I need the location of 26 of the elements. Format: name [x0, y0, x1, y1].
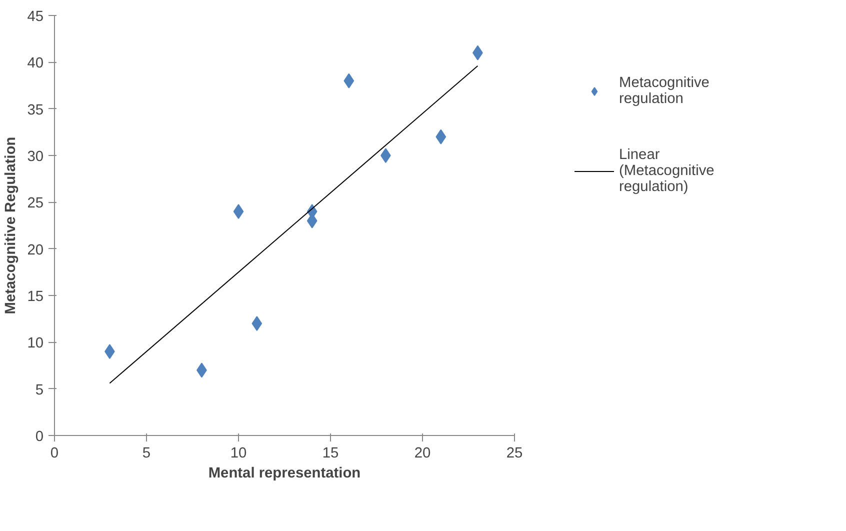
y-tick-label: 5	[35, 382, 44, 398]
legend-label: Metacognitive regulation	[619, 75, 710, 107]
point	[252, 316, 262, 331]
y-tick-label: 15	[27, 289, 44, 305]
x-axis-title: Mental representation	[208, 466, 361, 482]
y-tick-label: 0	[35, 429, 44, 445]
x-tick-label: 25	[506, 446, 523, 462]
x-tick-label: 5	[142, 446, 151, 462]
point	[380, 148, 391, 163]
point	[104, 344, 115, 359]
point	[344, 73, 354, 88]
y-tick-label: 35	[27, 102, 44, 118]
y-axis-title: Metacognitive Regulation	[3, 136, 20, 314]
y-tick-label: 20	[27, 242, 44, 258]
x-tick-label: 0	[50, 446, 59, 462]
y-tick-label: 25	[27, 196, 44, 212]
x-tick-label: 15	[322, 446, 339, 462]
x-tick-label: 10	[230, 446, 247, 462]
point	[233, 204, 244, 219]
y-tick-label: 30	[27, 149, 44, 165]
legend-label: Linear (Metacognitive regulation)	[619, 147, 714, 195]
y-tick-label: 45	[27, 9, 44, 25]
x-tick-label: 20	[414, 446, 431, 462]
point	[436, 129, 446, 144]
y-tick-label: 40	[27, 56, 44, 72]
y-tick-label: 10	[27, 336, 44, 352]
